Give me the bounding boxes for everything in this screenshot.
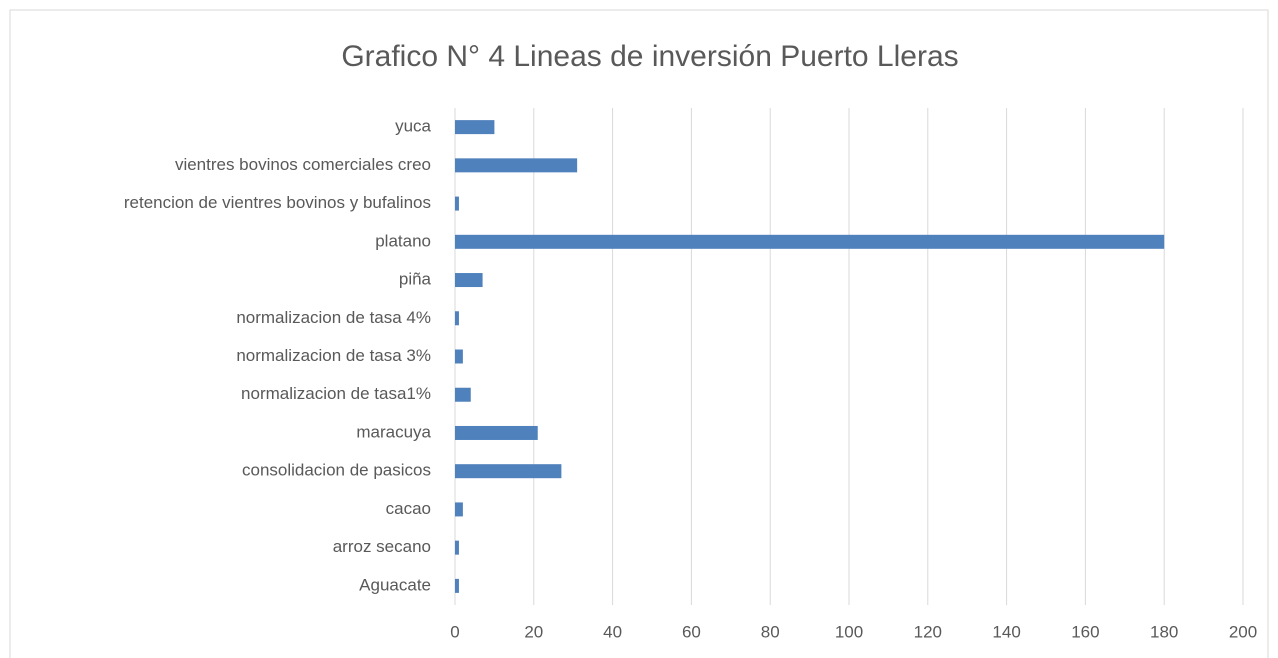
y-tick-label: normalizacion de tasa 4% — [236, 308, 431, 327]
chart-title: Grafico N° 4 Lineas de inversión Puerto … — [341, 40, 958, 73]
bar — [455, 349, 463, 364]
bar — [455, 234, 1165, 249]
y-tick-label: vientres bovinos comerciales creo — [175, 155, 431, 174]
bar — [455, 578, 459, 593]
y-tick-label: cacao — [386, 499, 431, 518]
y-tick-label: normalizacion de tasa1% — [241, 384, 431, 403]
bar — [455, 120, 495, 135]
x-tick-label: 200 — [1229, 622, 1257, 641]
x-tick-label: 60 — [682, 622, 701, 641]
bar — [455, 387, 471, 402]
x-tick-label: 140 — [992, 622, 1020, 641]
y-tick-label: consolidacion de pasicos — [242, 461, 431, 480]
y-tick-label: yuca — [395, 117, 431, 136]
chart-border — [9, 9, 1269, 658]
y-tick-label: platano — [375, 231, 431, 250]
bar — [455, 196, 459, 211]
bar — [455, 311, 459, 326]
bar — [455, 502, 463, 517]
bar — [455, 464, 562, 479]
x-tick-label: 180 — [1150, 622, 1178, 641]
x-tick-label: 120 — [914, 622, 942, 641]
y-tick-label: maracuya — [356, 422, 431, 441]
x-tick-label: 80 — [761, 622, 780, 641]
y-tick-label: retencion de vientres bovinos y bufalino… — [124, 193, 431, 212]
bar — [455, 425, 538, 440]
y-tick-label: normalizacion de tasa 3% — [236, 346, 431, 365]
y-tick-label: Aguacate — [359, 575, 431, 594]
x-tick-label: 20 — [524, 622, 543, 641]
bar — [455, 273, 483, 288]
x-tick-label: 160 — [1071, 622, 1099, 641]
y-tick-label: arroz secano — [333, 537, 431, 556]
y-tick-label: piña — [399, 270, 432, 289]
x-tick-label: 40 — [603, 622, 622, 641]
x-tick-label: 100 — [835, 622, 863, 641]
bar — [455, 540, 459, 555]
x-tick-label: 0 — [450, 622, 459, 641]
bar — [455, 158, 578, 173]
